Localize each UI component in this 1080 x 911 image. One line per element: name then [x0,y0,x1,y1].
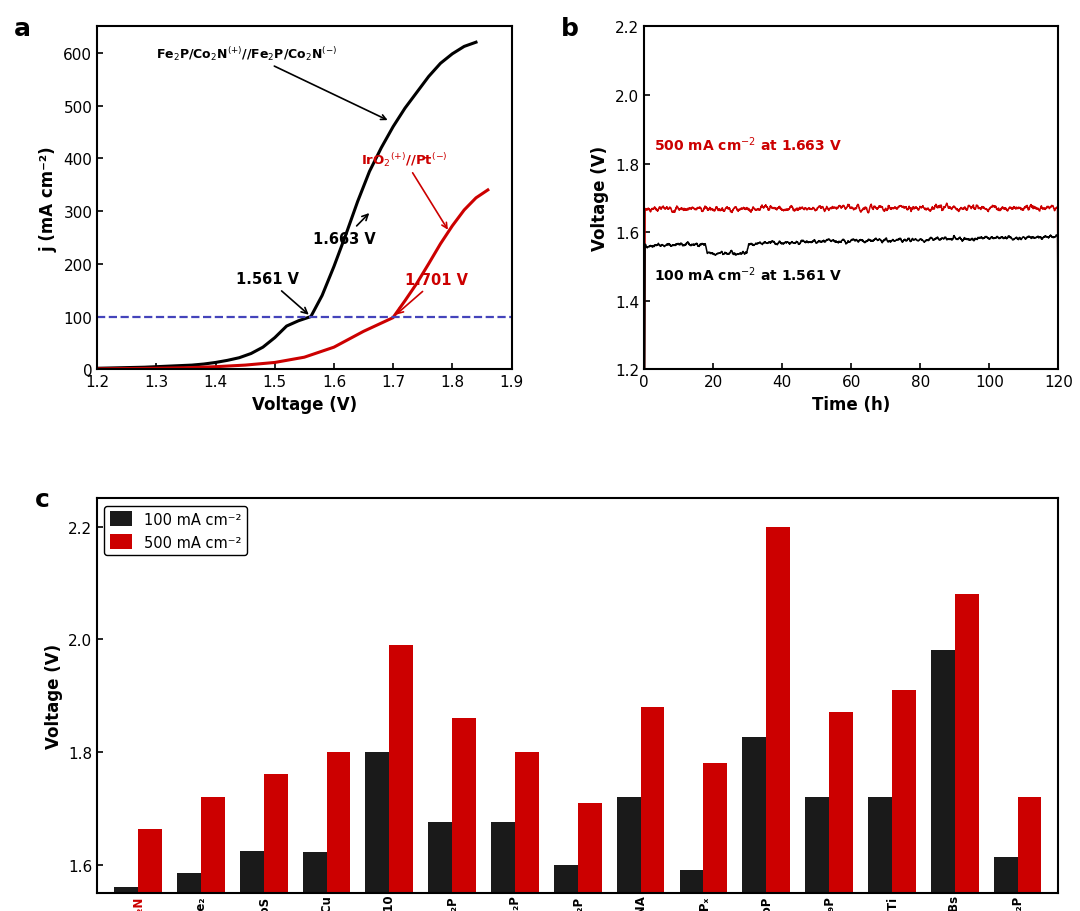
Text: MoS₂/FeCoNiPₓ: MoS₂/FeCoNiPₓ [697,895,710,911]
Bar [617,797,640,893]
Bar [389,645,414,893]
X-axis label: Time (h): Time (h) [812,395,890,414]
Bar [302,852,326,893]
Y-axis label: Voltage (V): Voltage (V) [592,146,609,251]
Bar [429,822,453,893]
Bar [365,752,389,893]
X-axis label: Voltage (V): Voltage (V) [252,395,356,414]
Bar [578,803,602,893]
Text: Fe-CoP/Ti: Fe-CoP/Ti [886,895,899,911]
Text: Ni-Co-P HNBs: Ni-Co-P HNBs [948,895,961,911]
Y-axis label: j (mA cm⁻²): j (mA cm⁻²) [40,146,58,251]
Bar [955,595,978,893]
Bar [742,737,767,893]
Text: 1.701 V: 1.701 V [397,272,468,314]
Bar [264,774,287,893]
Text: NiMoOₓ/NiMoS: NiMoOₓ/NiMoS [257,895,270,911]
Legend: 100 mA cm⁻², 500 mA cm⁻²: 100 mA cm⁻², 500 mA cm⁻² [105,507,247,556]
Text: FeP/Ni₂P: FeP/Ni₂P [571,895,584,911]
Bar [931,650,955,893]
Text: 1.561 V: 1.561 V [237,272,308,314]
Bar [177,873,201,893]
Bar [994,856,1017,893]
Text: Ni₀.₅₁Co₀.₄₉P: Ni₀.₅₁Co₀.₄₉P [823,895,836,911]
Text: Co-Fe₂P: Co-Fe₂P [509,895,522,911]
Text: IrO$_2$$^{(+)}$//Pt$^{(-)}$: IrO$_2$$^{(+)}$//Pt$^{(-)}$ [361,150,447,229]
Text: CoP-MNA: CoP-MNA [634,895,647,911]
Bar [767,527,791,893]
Text: 500 mA cm$^{-2}$ at 1.663 V: 500 mA cm$^{-2}$ at 1.663 V [654,135,842,154]
Bar [679,870,703,893]
Bar [515,752,539,893]
Bar [703,763,727,893]
Text: Fe$_2$P/Co$_2$N$^{(+)}$//Fe$_2$P/Co$_2$N$^{(-)}$: Fe$_2$P/Co$_2$N$^{(+)}$//Fe$_2$P/Co$_2$N… [157,45,386,120]
Bar [240,851,264,893]
Bar [114,886,138,893]
Bar [554,865,578,893]
Text: NiFe LDH-NS@DG10: NiFe LDH-NS@DG10 [382,895,396,911]
Bar [138,829,162,893]
Text: 100 mA cm$^{-2}$ at 1.561 V: 100 mA cm$^{-2}$ at 1.561 V [654,265,842,284]
Text: Co₃Mo/Cu: Co₃Mo/Cu [320,895,333,911]
Text: Fe₂P/Co₂N: Fe₂P/Co₂N [132,895,145,911]
Text: b: b [562,17,579,41]
Bar [806,797,829,893]
Bar [868,797,892,893]
Text: 1.663 V: 1.663 V [313,215,376,246]
Bar [892,691,916,893]
Text: (Co₀.₅₂Fe₀.₄₉)₂P: (Co₀.₅₂Fe₀.₄₉)₂P [1011,895,1024,911]
Bar [201,797,225,893]
Bar [491,822,515,893]
Y-axis label: Voltage (V): Voltage (V) [44,643,63,748]
Text: Ni₂P-Fe₂P: Ni₂P-Fe₂P [446,895,459,911]
Bar [1017,797,1041,893]
Bar [640,707,664,893]
Text: Fe₂P-NiSe₂: Fe₂P-NiSe₂ [194,895,207,911]
Bar [326,752,350,893]
Text: a: a [14,17,31,41]
Bar [453,718,476,893]
Text: NiCoP: NiCoP [759,895,773,911]
Text: c: c [35,487,50,511]
Bar [829,712,853,893]
